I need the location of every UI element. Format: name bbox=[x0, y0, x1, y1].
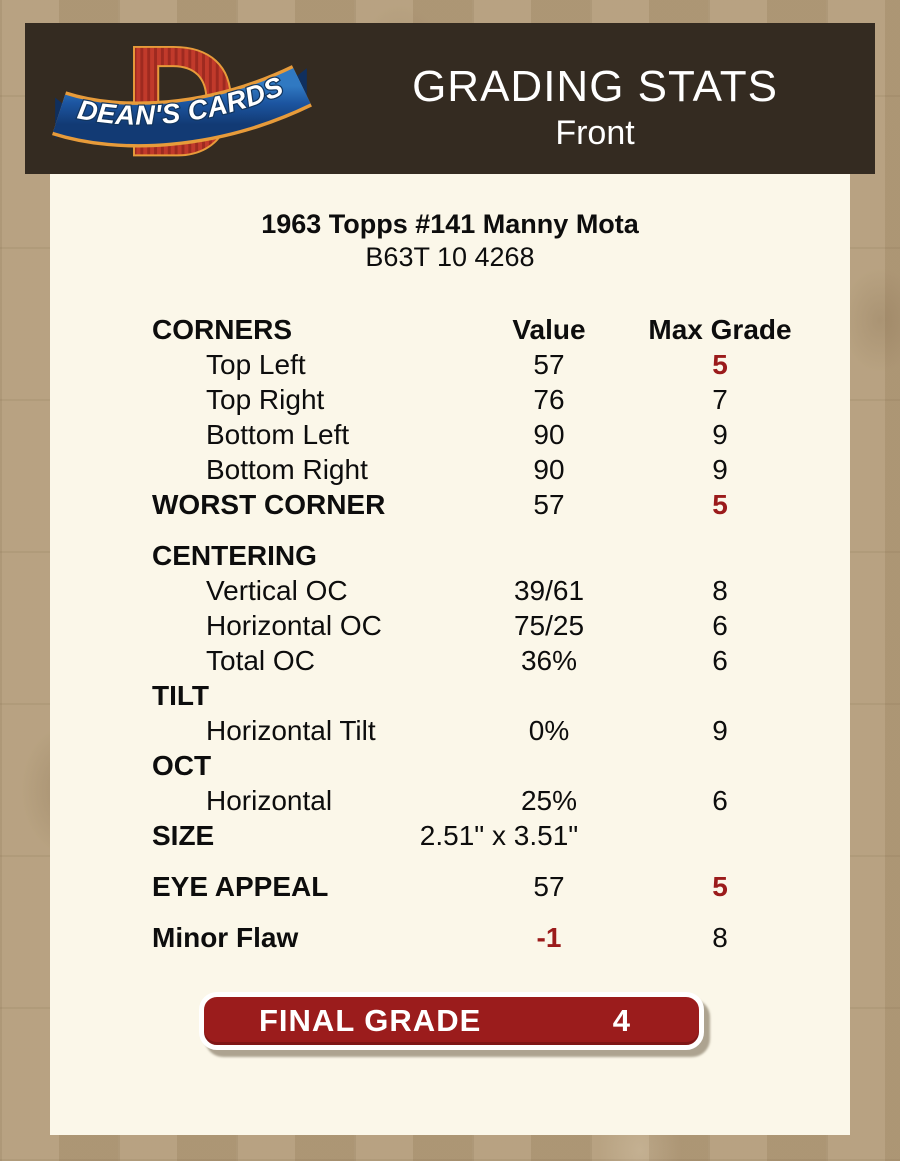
row-value: 90 bbox=[533, 453, 565, 485]
table-row-horizontal-oc: Horizontal OC 75/25 6 bbox=[50, 608, 850, 643]
table-row-minor-flaw: Minor Flaw -1 8 bbox=[50, 920, 850, 955]
row-max-grade: 9 bbox=[712, 714, 728, 746]
table-row-oct-horizontal: Horizontal 25% 6 bbox=[50, 783, 850, 818]
row-value: 57 bbox=[533, 488, 565, 520]
table-row-top-right: Top Right 76 7 bbox=[50, 382, 850, 417]
stats-panel: 1963 Topps #141 Manny Mota B63T 10 4268 … bbox=[50, 174, 850, 1135]
row-label: Bottom Right bbox=[206, 453, 368, 485]
section-row-centering: CENTERING bbox=[50, 538, 850, 573]
row-label: Horizontal OC bbox=[206, 609, 382, 641]
deans-cards-logo: D DEAN'S CARDS bbox=[52, 29, 312, 171]
row-value: 0% bbox=[528, 714, 570, 746]
final-grade-button[interactable]: FINAL GRADE 4 bbox=[199, 992, 704, 1050]
table-row-eye-appeal: EYE APPEAL 57 5 bbox=[50, 869, 850, 904]
table-row-top-left: Top Left 57 5 bbox=[50, 347, 850, 382]
row-max-grade: 5 bbox=[712, 870, 728, 902]
final-grade-value: 4 bbox=[612, 1003, 631, 1038]
row-max-grade: 9 bbox=[712, 453, 728, 485]
section-header-centering: CENTERING bbox=[152, 539, 317, 571]
table-header-row: CORNERS Value Max Grade bbox=[50, 312, 850, 347]
row-label: Horizontal bbox=[206, 784, 333, 816]
row-max-grade: 6 bbox=[712, 609, 728, 641]
row-label: EYE APPEAL bbox=[152, 870, 329, 902]
card-code: B63T 10 4268 bbox=[365, 242, 535, 272]
row-max-grade: 8 bbox=[712, 574, 728, 606]
row-value: 25% bbox=[520, 784, 578, 816]
section-header-corners: CORNERS bbox=[152, 313, 293, 345]
row-value: 90 bbox=[533, 418, 565, 450]
row-value: 75/25 bbox=[513, 609, 585, 641]
table-row-worst-corner: WORST CORNER 57 5 bbox=[50, 487, 850, 522]
row-max-grade: 9 bbox=[712, 418, 728, 450]
row-value: 39/61 bbox=[513, 574, 585, 606]
table-row-vertical-oc: Vertical OC 39/61 8 bbox=[50, 573, 850, 608]
page-title: GRADING STATS bbox=[412, 62, 778, 111]
row-max-grade: 6 bbox=[712, 784, 728, 816]
table-row-bottom-left: Bottom Left 90 9 bbox=[50, 417, 850, 452]
header-bar: D DEAN'S CARDS GRADING STATS Front bbox=[25, 23, 875, 174]
row-label: Top Right bbox=[206, 383, 325, 415]
row-value: 36% bbox=[520, 644, 578, 676]
row-label: Bottom Left bbox=[206, 418, 350, 450]
row-label: WORST CORNER bbox=[152, 488, 386, 520]
column-header-value: Value bbox=[512, 313, 586, 345]
row-label: Total OC bbox=[206, 644, 315, 676]
row-value: -1 bbox=[536, 921, 562, 953]
row-max-grade: 8 bbox=[712, 921, 728, 953]
row-label: Minor Flaw bbox=[152, 921, 299, 953]
row-max-grade: 7 bbox=[712, 383, 728, 415]
column-header-max-grade: Max Grade bbox=[648, 313, 792, 345]
table-row-horizontal-tilt: Horizontal Tilt 0% 9 bbox=[50, 713, 850, 748]
row-max-grade: 6 bbox=[712, 644, 728, 676]
row-value: 57 bbox=[533, 348, 565, 380]
final-grade-label: FINAL GRADE bbox=[259, 1003, 482, 1038]
row-value: 57 bbox=[533, 870, 565, 902]
row-value: 76 bbox=[533, 383, 565, 415]
row-label: Vertical OC bbox=[206, 574, 348, 606]
row-max-grade: 5 bbox=[712, 348, 728, 380]
section-header-size: SIZE bbox=[152, 819, 215, 851]
table-row-bottom-right: Bottom Right 90 9 bbox=[50, 452, 850, 487]
grading-table: CORNERS Value Max Grade Top Left 57 5 To… bbox=[50, 312, 850, 955]
page-subtitle: Front bbox=[555, 114, 635, 152]
section-header-tilt: TILT bbox=[152, 679, 210, 711]
row-label: Top Left bbox=[206, 348, 306, 380]
row-max-grade: 5 bbox=[712, 488, 728, 520]
section-header-oct: OCT bbox=[152, 749, 212, 781]
table-row-size: SIZE 2.51" x 3.51" bbox=[50, 818, 850, 853]
section-row-oct: OCT bbox=[50, 748, 850, 783]
section-row-tilt: TILT bbox=[50, 678, 850, 713]
card-title: 1963 Topps #141 Manny Mota bbox=[261, 209, 639, 239]
table-row-total-oc: Total OC 36% 6 bbox=[50, 643, 850, 678]
row-value: 2.51" x 3.51" bbox=[419, 819, 579, 851]
row-label: Horizontal Tilt bbox=[206, 714, 376, 746]
